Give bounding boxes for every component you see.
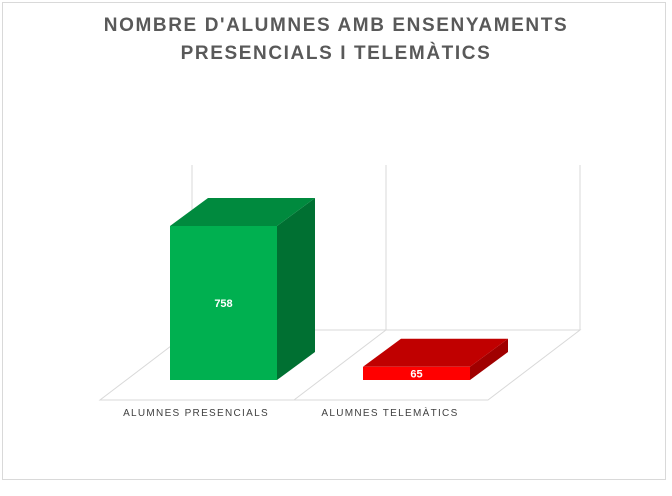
bar-side-face: [470, 338, 508, 380]
bar-front-face: [363, 366, 470, 380]
bar-1: [170, 198, 315, 380]
chart-title-line-1: NOMBRE D'ALUMNES AMB ENSENYAMENTS: [103, 15, 569, 36]
bar-side-face: [277, 198, 315, 380]
chart-labels: 758 ALUMNES PRESENCIALS 65 ALUMNES TELEMÀTI…: [123, 298, 458, 419]
category-label: ALUMNES PRESENCIALS: [123, 408, 269, 419]
data-label: 65: [410, 368, 422, 380]
bar-top-face: [363, 338, 508, 367]
bar-2: [363, 338, 508, 380]
bar-front-face: [170, 226, 277, 380]
floor-divider: [293, 329, 387, 401]
bar-top-face: [170, 198, 315, 226]
category-label: ALUMNES TELEMÀTICS: [321, 406, 458, 419]
data-label: 758: [214, 298, 232, 310]
chart-title-line-2: PRESENCIALS I TELEMÀTICS: [180, 43, 492, 64]
chart-bars: [170, 198, 508, 380]
chart-title: NOMBRE D'ALUMNES AMB ENSENYAMENTS PRESEN…: [0, 12, 672, 68]
